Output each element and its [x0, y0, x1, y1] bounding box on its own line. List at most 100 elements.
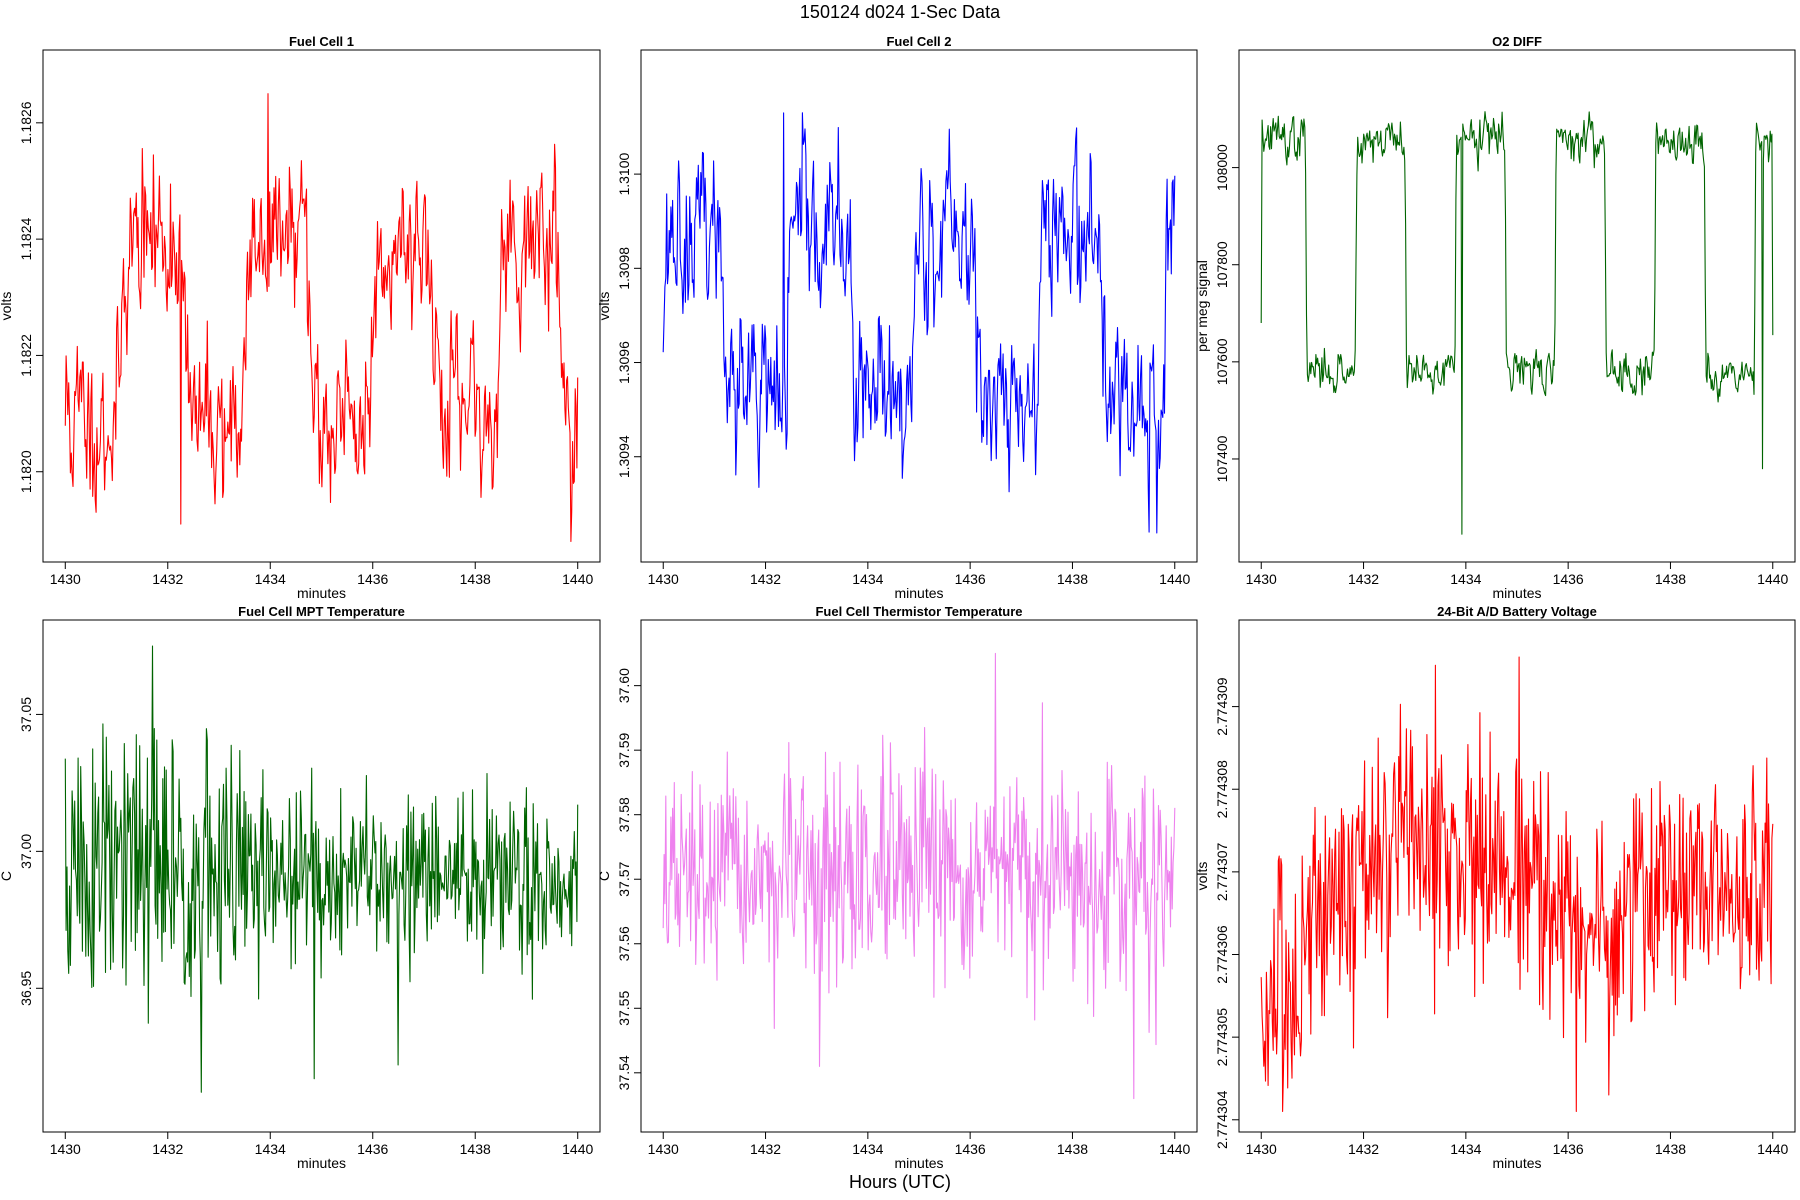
y-tick-label: 37.58: [616, 797, 632, 832]
y-tick-label: 107600: [1214, 338, 1230, 385]
chart-panel-o2: O2 DIFF 1430 1432 1434 1436 1438 1440 minutes 10…: [1194, 34, 1796, 601]
y-axis-label: per meg signal: [1194, 260, 1210, 352]
x-tick-label: 1434: [1450, 571, 1481, 587]
y-axis-label: C: [0, 871, 14, 881]
x-tick-label: 1434: [255, 571, 286, 587]
x-tick-label: 1434: [255, 1141, 286, 1157]
plot-frame: [1238, 49, 1796, 563]
x-tick-label: 1440: [1159, 1141, 1190, 1157]
x-tick-label: 1436: [955, 571, 986, 587]
y-tick-label: 37.57: [616, 862, 632, 897]
x-tick-label: 1440: [1757, 571, 1788, 587]
page-title: 150124 d024 1-Sec Data: [799, 2, 1001, 22]
x-tick-label: 1432: [152, 1141, 183, 1157]
x-axis-label: minutes: [894, 1155, 943, 1171]
chart-panel-thermistor: Fuel Cell Thermistor Temperature 1430 1432…: [596, 604, 1198, 1171]
x-tick-label: 1438: [1655, 571, 1686, 587]
x-tick-label: 1430: [648, 571, 679, 587]
x-tick-label: 1436: [955, 1141, 986, 1157]
chart-panel-fc2: Fuel Cell 2 1430 1432 1434 1436 1438 1440 minut…: [596, 34, 1198, 601]
y-tick-label: 2.774307: [1214, 842, 1230, 901]
y-tick-label: 37.60: [616, 668, 632, 703]
x-tick-label: 1436: [1553, 571, 1584, 587]
y-tick-label: 36.95: [18, 971, 34, 1006]
y-tick-label: 2.774309: [1214, 677, 1230, 736]
series-line: [64, 645, 579, 1093]
y-tick-label: 1.3098: [616, 247, 632, 290]
x-tick-label: 1430: [1246, 571, 1277, 587]
series-line: [662, 112, 1176, 534]
x-tick-label: 1436: [357, 571, 388, 587]
chart-panel-mpt: Fuel Cell MPT Temperature 1430 1432 1434 143…: [0, 604, 601, 1171]
y-tick-label: 1.1826: [18, 101, 34, 144]
chart-title: Fuel Cell 1: [289, 34, 354, 49]
y-tick-label: 1.1820: [18, 450, 34, 493]
y-tick-label: 108000: [1214, 144, 1230, 191]
x-tick-label: 1432: [750, 571, 781, 587]
y-tick-label: 37.59: [616, 732, 632, 767]
y-tick-label: 1.3096: [616, 341, 632, 384]
y-axis-label: C: [596, 871, 612, 881]
y-axis-label: volts: [1194, 862, 1210, 891]
x-tick-label: 1430: [648, 1141, 679, 1157]
y-axis-label: volts: [596, 292, 612, 321]
chart-title: O2 DIFF: [1492, 34, 1542, 49]
x-tick-label: 1436: [357, 1141, 388, 1157]
x-tick-label: 1438: [460, 1141, 491, 1157]
y-tick-label: 37.55: [616, 991, 632, 1026]
series-line: [64, 93, 579, 543]
chart-title: 24-Bit A/D Battery Voltage: [1437, 604, 1597, 619]
x-tick-label: 1434: [852, 571, 883, 587]
x-tick-label: 1438: [1057, 571, 1088, 587]
y-tick-label: 107800: [1214, 241, 1230, 288]
chart-panel-fc1: Fuel Cell 1 1430 1432 1434 1436 1438 1440 minut…: [0, 34, 601, 601]
y-tick-label: 37.56: [616, 926, 632, 961]
x-tick-label: 1438: [460, 571, 491, 587]
y-tick-label: 2.774306: [1214, 925, 1230, 984]
x-tick-label: 1434: [1450, 1141, 1481, 1157]
y-tick-label: 2.774305: [1214, 1008, 1230, 1067]
plot-frame: [42, 619, 601, 1133]
plot-frame: [1238, 619, 1796, 1133]
y-tick-label: 1.1824: [18, 218, 34, 261]
y-tick-label: 107400: [1214, 435, 1230, 482]
x-tick-label: 1438: [1655, 1141, 1686, 1157]
y-tick-label: 37.54: [616, 1055, 632, 1090]
x-tick-label: 1430: [1246, 1141, 1277, 1157]
x-tick-label: 1440: [1159, 571, 1190, 587]
chart-title: Fuel Cell Thermistor Temperature: [815, 604, 1022, 619]
plot-frame: [640, 49, 1198, 563]
x-axis-label: minutes: [1492, 585, 1541, 601]
x-tick-label: 1432: [1348, 1141, 1379, 1157]
x-tick-label: 1440: [562, 1141, 593, 1157]
x-axis-caption: Hours (UTC): [849, 1172, 951, 1192]
x-tick-label: 1432: [1348, 571, 1379, 587]
x-tick-label: 1432: [152, 571, 183, 587]
plot-frame: [640, 619, 1198, 1133]
y-tick-label: 1.1822: [18, 334, 34, 377]
y-axis-label: volts: [0, 292, 14, 321]
x-tick-label: 1434: [852, 1141, 883, 1157]
y-tick-label: 37.00: [18, 834, 34, 869]
plot-frame: [42, 49, 601, 563]
series-line: [1260, 111, 1774, 535]
x-axis-label: minutes: [297, 1155, 346, 1171]
y-tick-label: 37.05: [18, 697, 34, 732]
y-tick-label: 2.774304: [1214, 1090, 1230, 1149]
x-tick-label: 1430: [50, 1141, 81, 1157]
series-line: [662, 652, 1176, 1100]
x-tick-label: 1436: [1553, 1141, 1584, 1157]
chart-title: Fuel Cell 2: [886, 34, 951, 49]
series-line: [1260, 656, 1774, 1113]
y-tick-label: 1.3094: [616, 435, 632, 478]
x-tick-label: 1440: [1757, 1141, 1788, 1157]
chart-panel-battery: 24-Bit A/D Battery Voltage 1430 1432 1434 14…: [1194, 604, 1796, 1171]
x-tick-label: 1440: [562, 571, 593, 587]
y-tick-label: 1.3100: [616, 152, 632, 195]
x-tick-label: 1432: [750, 1141, 781, 1157]
x-axis-label: minutes: [894, 585, 943, 601]
y-tick-label: 2.774308: [1214, 760, 1230, 819]
x-tick-label: 1438: [1057, 1141, 1088, 1157]
chart-title: Fuel Cell MPT Temperature: [238, 604, 405, 619]
